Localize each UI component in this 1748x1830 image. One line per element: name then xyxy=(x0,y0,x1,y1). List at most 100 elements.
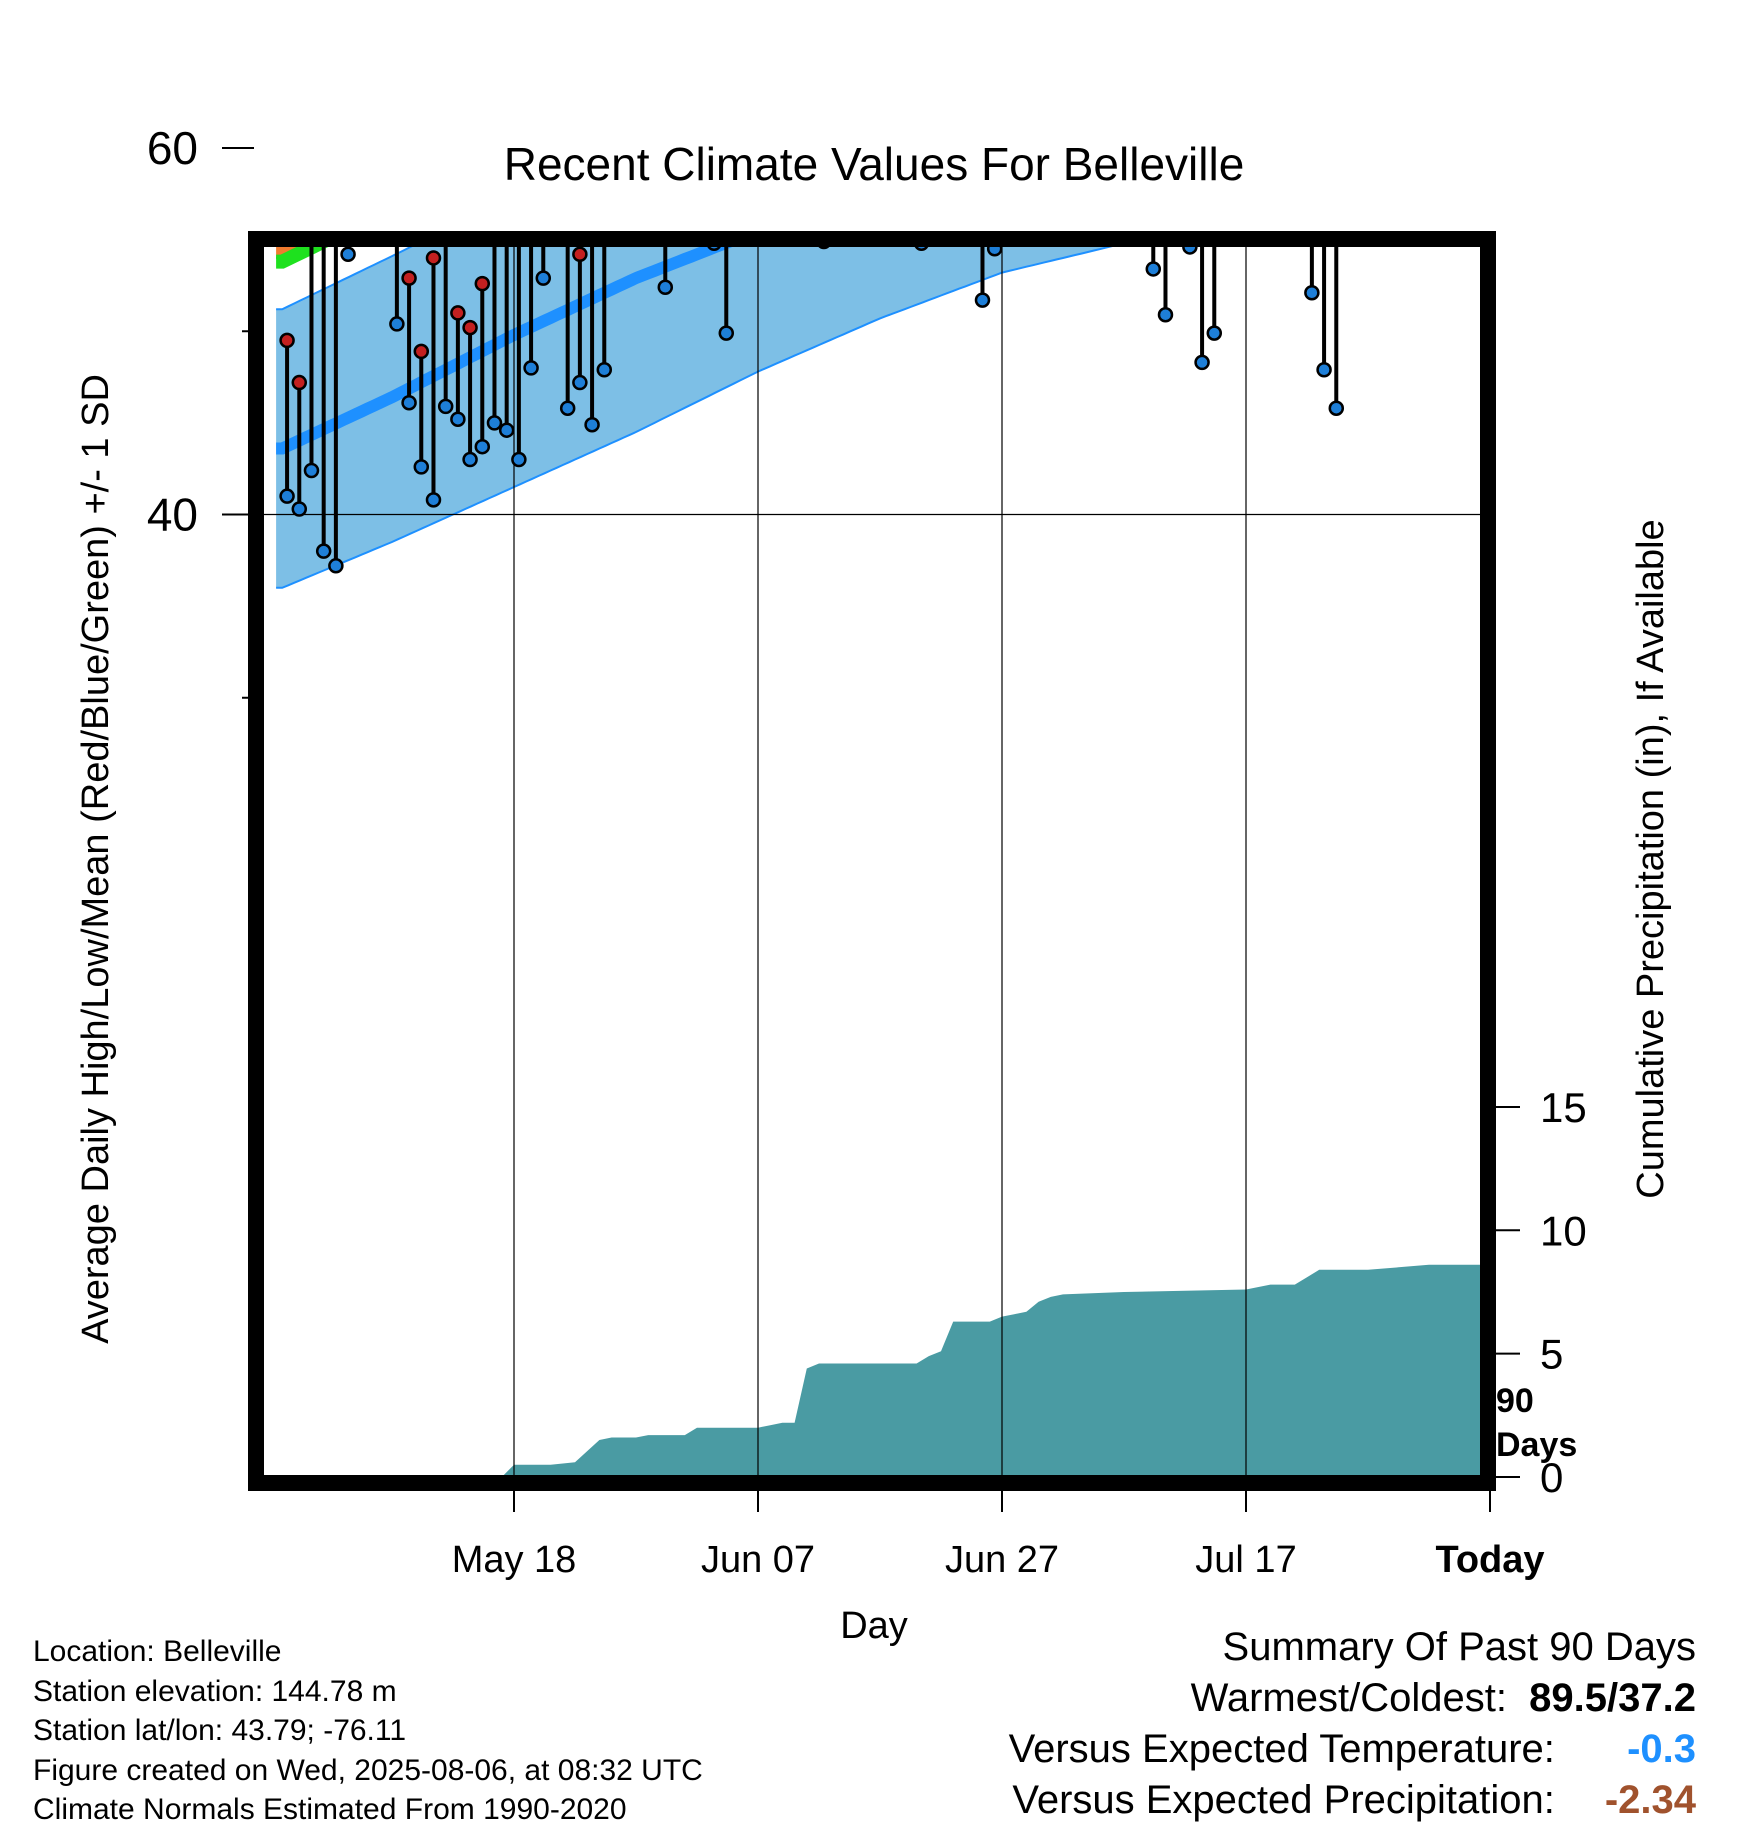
high-lower-line xyxy=(276,245,315,259)
daily-low-point xyxy=(584,416,600,433)
daily-low-point xyxy=(1025,110,1038,123)
daily-low-point xyxy=(718,325,735,341)
daily-low-point xyxy=(279,488,295,504)
daily-low-point xyxy=(1135,66,1148,79)
daily-high-point xyxy=(462,319,478,336)
chart-title: Recent Climate Values For Belleville xyxy=(504,138,1245,190)
y-tick-label: 40 xyxy=(147,489,198,541)
daily-low-point xyxy=(425,492,442,508)
location-text: Location: Belleville xyxy=(33,1635,282,1668)
temp-vs-expected-label: Versus Expected Temperature: xyxy=(1008,1727,1555,1771)
precip-vs-expected-row: Versus Expected Precipitation: -2.34 xyxy=(1009,1775,1696,1826)
daily-high-point xyxy=(500,123,513,136)
daily-low-point xyxy=(1304,285,1320,301)
daily-high-point xyxy=(317,162,330,175)
daily-low-point xyxy=(1293,26,1306,39)
daily-low-point xyxy=(732,218,745,231)
daily-low-point xyxy=(781,4,794,17)
daily-high-point xyxy=(305,169,318,182)
daily-low-point xyxy=(866,33,879,46)
daily-low-point xyxy=(523,360,539,376)
high-normal-line xyxy=(276,0,1472,84)
normals-text: Climate Normals Estimated From 1990-2020 xyxy=(33,1793,627,1826)
daily-low-point xyxy=(401,394,417,411)
x-tick-label: May 18 xyxy=(452,1539,577,1581)
daily-low-point xyxy=(1098,103,1111,116)
y2-tick-label: 0 xyxy=(1540,1454,1563,1501)
station-info: Location: Belleville Station elevation: … xyxy=(33,1632,703,1830)
daily-high-point xyxy=(586,94,599,107)
daily-low-point xyxy=(450,411,466,427)
daily-high-point xyxy=(537,72,550,85)
warmest-coldest-label: Warmest/Coldest: xyxy=(1190,1676,1507,1720)
x-tick-label: Today xyxy=(1435,1539,1544,1581)
daily-low-point xyxy=(1145,261,1162,277)
daily-low-point xyxy=(1122,30,1135,43)
daily-high-point xyxy=(572,246,588,263)
daily-low-point xyxy=(1269,50,1282,63)
temp-vs-expected-row: Versus Expected Temperature: -0.3 xyxy=(1009,1724,1696,1775)
precip-vs-expected-label: Versus Expected Precipitation: xyxy=(1012,1778,1555,1822)
x-tick-label: Jul 17 xyxy=(1195,1539,1296,1581)
warmest-coldest-row: Warmest/Coldest: 89.5/37.2 xyxy=(1009,1673,1696,1724)
temp-vs-expected-value: -0.3 xyxy=(1627,1727,1696,1771)
plot-inner xyxy=(262,0,1482,1477)
daily-low-point xyxy=(1013,0,1026,10)
daily-high-point xyxy=(561,195,574,208)
daily-low-point xyxy=(657,279,674,296)
daily-low-point xyxy=(413,459,430,475)
today-days-label: Days xyxy=(1496,1426,1577,1464)
daily-high-point xyxy=(720,48,733,61)
daily-low-point xyxy=(366,154,379,167)
daily-low-point xyxy=(927,211,940,224)
low-lower-line xyxy=(276,245,1122,589)
daily-low-point xyxy=(1342,156,1355,169)
daily-low-point xyxy=(291,501,308,517)
daily-low-point xyxy=(939,6,952,19)
y2-tick-label: 5 xyxy=(1540,1331,1563,1378)
daily-low-point xyxy=(486,415,503,431)
x-tick-label: Jun 27 xyxy=(945,1539,1059,1581)
daily-low-point xyxy=(1194,354,1210,371)
daily-low-point xyxy=(878,88,891,101)
daily-low-point xyxy=(340,246,356,263)
mean-normal-line xyxy=(276,245,333,269)
daily-low-point xyxy=(462,451,478,468)
daily-low-point xyxy=(572,374,588,391)
y-axis-label: Average Daily High/Low/Mean (Red/Blue/Gr… xyxy=(75,374,117,1344)
low-sd-band xyxy=(276,245,1118,588)
warmest-coldest-value: 89.5/37.2 xyxy=(1529,1676,1696,1720)
y2-tick-label: 15 xyxy=(1540,1084,1587,1131)
daily-high-point xyxy=(805,0,818,8)
daily-high-point xyxy=(425,250,442,266)
daily-low-point xyxy=(610,50,623,63)
y-tick-label: 60 xyxy=(147,122,198,174)
daily-low-point xyxy=(974,292,991,308)
precip-vs-expected-value: -2.34 xyxy=(1604,1778,1696,1822)
daily-low-point xyxy=(1074,33,1087,46)
daily-low-point xyxy=(389,316,405,332)
daily-low-point xyxy=(437,398,454,415)
daily-low-point xyxy=(891,85,904,98)
summary-panel: Summary Of Past 90 Days Warmest/Coldest:… xyxy=(1009,1622,1696,1826)
daily-high-point xyxy=(439,160,452,173)
daily-low-point xyxy=(769,48,782,61)
daily-low-point xyxy=(303,462,320,479)
daily-high-point xyxy=(279,332,295,349)
summary-title: Summary Of Past 90 Days xyxy=(1222,1625,1696,1669)
daily-low-point xyxy=(986,245,1003,257)
daily-high-point xyxy=(401,270,417,286)
daily-low-point xyxy=(1316,361,1332,378)
daily-high-point xyxy=(474,275,491,292)
daily-low-point xyxy=(559,400,576,416)
daily-low-point xyxy=(474,438,491,455)
daily-high-point xyxy=(450,305,466,321)
plot-frame xyxy=(248,231,1496,1491)
y2-axis-label: Cumulative Precipitation (in), If Availa… xyxy=(1630,519,1672,1198)
daily-low-point xyxy=(328,558,344,574)
daily-high-point xyxy=(413,343,430,360)
daily-low-point xyxy=(1171,103,1184,116)
daily-low-point xyxy=(354,66,367,79)
